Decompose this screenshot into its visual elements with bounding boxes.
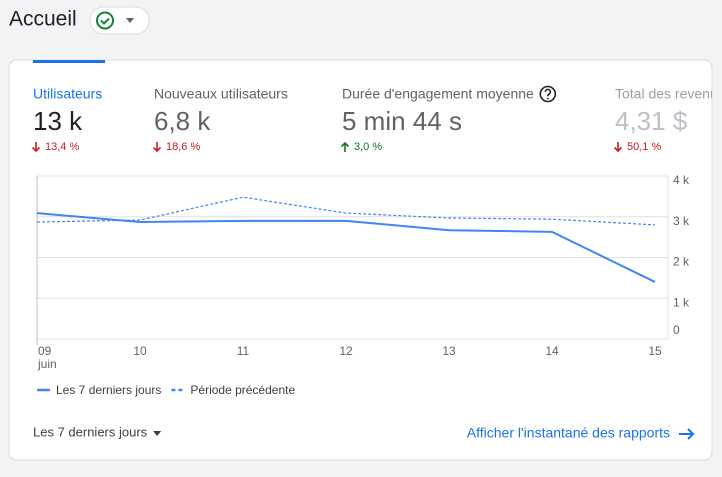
x-tick-label: 11 [237,344,250,358]
x-tick-label: 14 [545,344,559,358]
metric-change: 50,1 % [627,141,661,153]
x-tick-label: 15 [648,344,662,358]
metric-value: 13 k [33,106,83,136]
legend-label: Les 7 derniers jours [56,383,161,397]
x-tick-label: 10 [133,344,147,358]
legend-label: Période précédente [190,383,295,397]
x-tick-label: 13 [442,344,456,358]
x-month-label: juin [37,357,57,371]
x-tick-label: 09 [38,344,52,358]
metric-change: 13,4 % [45,141,79,153]
y-tick-label: 0 [673,323,680,337]
metric-label[interactable]: Durée d'engagement moyenne [342,86,534,102]
metric-value: 5 min 44 s [342,106,462,136]
page-title: Accueil [9,8,77,31]
metric-change: 3,0 % [354,141,382,153]
status-badge[interactable] [90,7,149,34]
y-tick-label: 2 k [673,255,690,269]
tab-indicator [33,60,105,63]
metric-value: 6,8 k [154,106,211,136]
metric-change: 18,6 % [166,141,200,153]
y-tick-label: 3 k [673,214,690,228]
x-tick-label: 12 [339,344,353,358]
metric-label[interactable]: Utilisateurs [33,86,102,102]
metric-label[interactable]: Total des revenus [615,86,722,102]
metric-value: 4,31 $ [615,106,688,136]
period-selector[interactable]: Les 7 derniers jours [33,424,148,439]
help-icon-dot [547,98,549,100]
metric-label[interactable]: Nouveaux utilisateurs [154,86,288,102]
y-tick-label: 1 k [673,295,690,309]
y-tick-label: 4 k [673,173,690,187]
report-link[interactable]: Afficher l'instantané des rapports [467,425,670,441]
